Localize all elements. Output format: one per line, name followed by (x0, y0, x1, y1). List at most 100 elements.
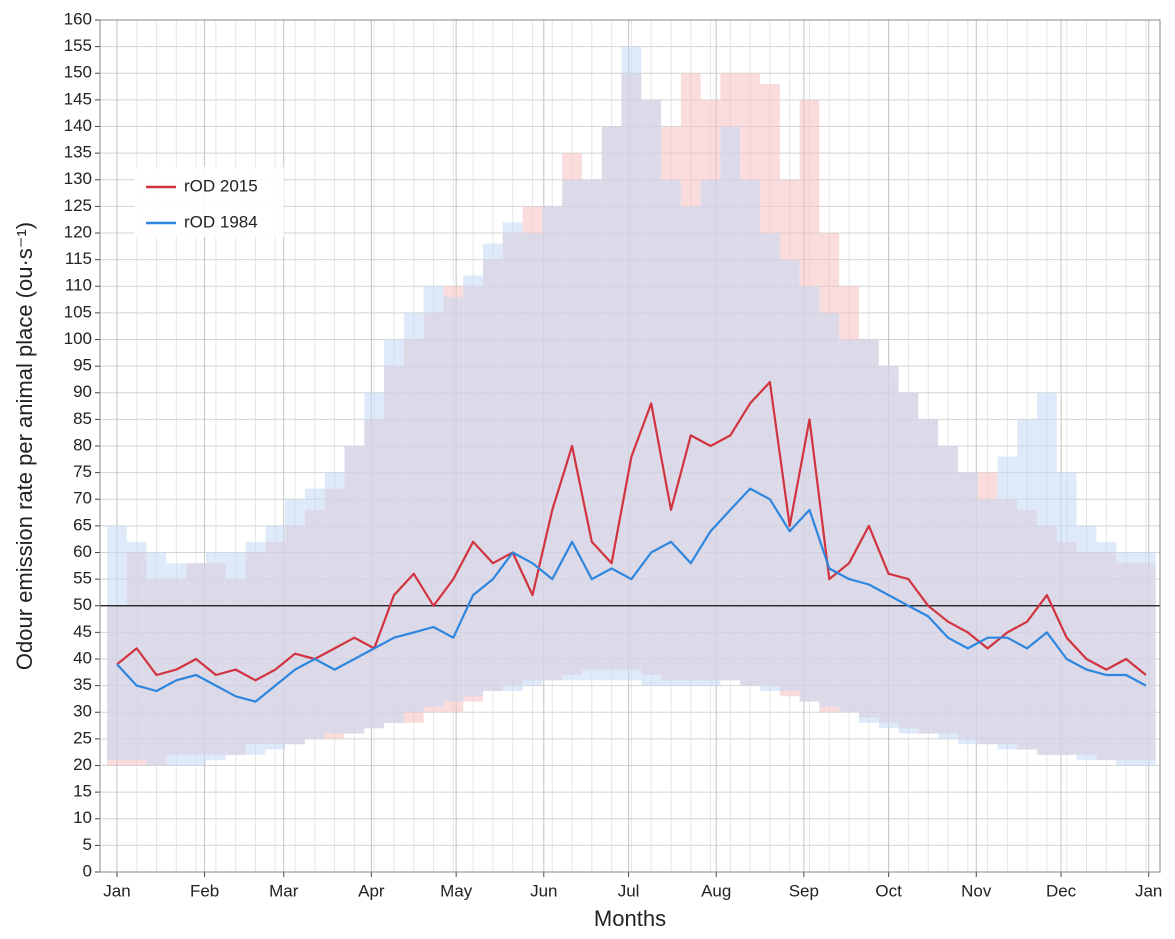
range-bar (225, 552, 246, 755)
range-bar (720, 126, 741, 681)
y-tick-label: 70 (73, 489, 92, 508)
range-bar (502, 222, 523, 691)
y-tick-label: 100 (64, 329, 92, 348)
y-tick-label: 150 (64, 63, 92, 82)
x-axis-label: Months (594, 906, 666, 931)
range-bar (997, 456, 1018, 750)
y-tick-label: 40 (73, 648, 92, 667)
range-bar (304, 488, 325, 739)
range-bar (918, 419, 939, 734)
y-tick-label: 130 (64, 169, 92, 188)
range-bar (760, 233, 780, 691)
y-tick-label: 155 (64, 36, 92, 55)
range-bar (443, 296, 464, 702)
range-bar (364, 392, 385, 729)
range-bar (265, 525, 286, 750)
y-tick-label: 125 (64, 196, 92, 215)
y-tick-label: 5 (83, 835, 92, 854)
range-bar (779, 259, 800, 691)
range-bar (799, 286, 820, 702)
x-tick-label: Mar (269, 881, 299, 900)
range-bar (878, 366, 899, 729)
x-tick-label: Jan (1135, 881, 1162, 900)
range-bar (858, 339, 879, 723)
y-tick-label: 95 (73, 356, 92, 375)
range-bar (463, 275, 484, 697)
range-bar (1135, 552, 1156, 766)
range-bar (957, 472, 978, 745)
x-tick-label: Feb (190, 881, 219, 900)
range-band (107, 46, 1156, 766)
range-bar (621, 46, 642, 681)
x-tick-label: Dec (1046, 881, 1077, 900)
x-tick-label: Jul (618, 881, 640, 900)
x-tick-label: Apr (358, 881, 385, 900)
range-bar (839, 339, 859, 713)
x-tick-label: Sep (789, 881, 819, 900)
y-tick-label: 30 (73, 702, 92, 721)
series-line (116, 487, 1147, 703)
range-bar (680, 206, 701, 686)
range-bar (1037, 392, 1057, 755)
y-tick-label: 75 (73, 462, 92, 481)
y-tick-label: 85 (73, 409, 92, 428)
range-bar (601, 126, 622, 681)
range-bar (898, 392, 919, 734)
range-bar (206, 552, 226, 761)
range-bar (324, 472, 345, 734)
range-bar (423, 286, 444, 707)
y-tick-label: 25 (73, 728, 92, 747)
range-bar (661, 179, 681, 686)
range-bar (107, 525, 127, 761)
range-bar (166, 563, 187, 766)
x-tick-label: Nov (961, 881, 992, 900)
y-tick-label: 135 (64, 143, 92, 162)
range-bar (938, 446, 958, 739)
plot-frame (99, 19, 1161, 873)
range-bar (344, 446, 365, 734)
y-tick-label: 120 (64, 222, 92, 241)
legend-box (134, 167, 284, 237)
y-tick-label: 90 (73, 382, 92, 401)
y-tick-label: 15 (73, 782, 92, 801)
range-bar (384, 339, 404, 723)
range-bar (542, 206, 563, 681)
y-tick-label: 115 (65, 249, 92, 268)
range-bar (522, 233, 543, 686)
range-bar (403, 312, 424, 713)
y-tick-label: 110 (65, 276, 92, 295)
y-tick-label: 55 (73, 569, 92, 588)
x-tick-label: May (440, 881, 473, 900)
y-tick-label: 0 (83, 861, 92, 880)
range-bar (126, 541, 147, 761)
range-bar (819, 312, 840, 707)
x-tick-label: Oct (875, 881, 902, 900)
range-bar (977, 499, 998, 745)
legend-label: rOD 2015 (184, 176, 258, 195)
range-bar (1017, 419, 1038, 750)
range-bar (245, 541, 266, 755)
legend-label: rOD 1984 (184, 212, 258, 231)
y-tick-label: 140 (64, 116, 92, 135)
range-bar (1096, 541, 1117, 761)
y-tick-label: 10 (73, 808, 92, 827)
y-tick-label: 20 (73, 755, 92, 774)
range-bar (146, 552, 167, 766)
x-tick-label: Jun (530, 881, 557, 900)
range-bar (581, 179, 602, 681)
range-bar (740, 179, 761, 686)
range-bar (1056, 472, 1077, 755)
range-bar (483, 243, 503, 691)
y-tick-label: 80 (73, 435, 92, 454)
y-tick-label: 60 (73, 542, 92, 561)
range-bar (1076, 525, 1097, 761)
y-tick-label: 65 (73, 515, 92, 534)
y-axis-label: Odour emission rate per animal place (ou… (12, 222, 37, 670)
x-tick-label: Aug (701, 881, 731, 900)
y-tick-label: 35 (73, 675, 92, 694)
x-tick-label: Jan (103, 881, 130, 900)
range-bar (186, 563, 206, 766)
y-tick-label: 50 (73, 595, 92, 614)
series-line (116, 381, 1147, 682)
